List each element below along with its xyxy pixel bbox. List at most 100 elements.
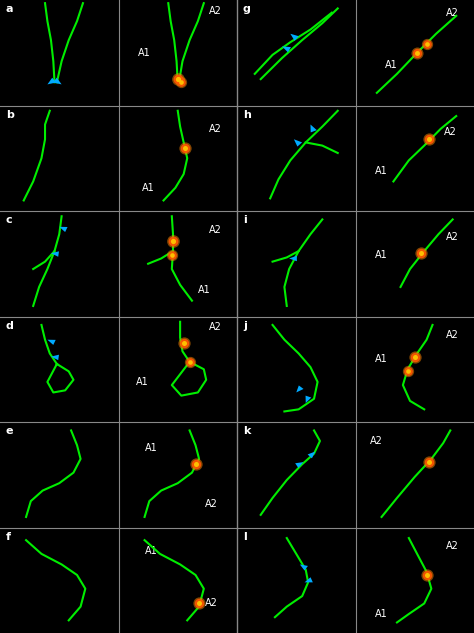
Polygon shape — [308, 451, 315, 458]
Point — [186, 357, 193, 367]
Polygon shape — [51, 354, 59, 360]
Point — [168, 250, 175, 260]
Polygon shape — [53, 78, 62, 84]
Text: A1: A1 — [142, 183, 155, 193]
Polygon shape — [59, 227, 67, 232]
Text: A1: A1 — [385, 60, 397, 70]
Text: h: h — [243, 110, 251, 120]
Text: j: j — [243, 321, 247, 330]
Text: A1: A1 — [138, 47, 151, 58]
Text: A2: A2 — [446, 330, 459, 341]
Text: A2: A2 — [446, 8, 459, 18]
Point — [411, 351, 419, 361]
Point — [186, 357, 193, 367]
Point — [195, 598, 203, 608]
Text: A2: A2 — [446, 232, 459, 242]
Text: A2: A2 — [370, 436, 383, 446]
Polygon shape — [306, 396, 311, 403]
Point — [168, 250, 175, 260]
Text: A2: A2 — [209, 123, 222, 134]
Point — [423, 39, 430, 49]
Text: e: e — [6, 426, 13, 436]
Text: A1: A1 — [375, 354, 388, 364]
Point — [425, 134, 433, 144]
Polygon shape — [295, 462, 303, 468]
Point — [423, 39, 430, 49]
Text: A1: A1 — [146, 546, 158, 556]
Point — [411, 351, 419, 361]
Text: A1: A1 — [198, 285, 210, 295]
Point — [181, 142, 189, 153]
Point — [180, 338, 188, 348]
Text: c: c — [6, 215, 12, 225]
Point — [423, 570, 430, 580]
Text: A2: A2 — [209, 225, 222, 235]
Text: A2: A2 — [444, 127, 457, 137]
Point — [425, 134, 433, 144]
Point — [195, 598, 203, 608]
Point — [177, 77, 185, 87]
Point — [423, 570, 430, 580]
Point — [404, 367, 411, 377]
Polygon shape — [47, 78, 56, 84]
Point — [180, 338, 188, 348]
Text: A1: A1 — [146, 443, 158, 453]
Point — [169, 235, 177, 246]
Point — [195, 598, 203, 608]
Point — [423, 570, 430, 580]
Point — [174, 74, 182, 84]
Point — [180, 338, 188, 348]
Text: b: b — [6, 110, 14, 120]
Polygon shape — [296, 385, 303, 392]
Point — [174, 74, 182, 84]
Point — [169, 235, 177, 246]
Polygon shape — [290, 34, 299, 41]
Point — [425, 457, 433, 467]
Point — [404, 367, 411, 377]
Point — [191, 459, 199, 469]
Point — [181, 142, 189, 153]
Point — [181, 142, 189, 153]
Point — [404, 367, 411, 377]
Text: A2: A2 — [204, 499, 218, 510]
Text: A1: A1 — [375, 250, 388, 260]
Text: A1: A1 — [375, 609, 388, 619]
Text: g: g — [243, 4, 251, 14]
Point — [177, 77, 185, 87]
Point — [191, 459, 199, 469]
Polygon shape — [289, 256, 297, 261]
Polygon shape — [282, 46, 291, 53]
Point — [423, 39, 430, 49]
Point — [413, 47, 421, 58]
Polygon shape — [294, 139, 302, 147]
Point — [191, 459, 199, 469]
Point — [425, 134, 433, 144]
Point — [413, 47, 421, 58]
Text: i: i — [243, 215, 246, 225]
Text: d: d — [6, 321, 14, 330]
Polygon shape — [304, 577, 313, 582]
Point — [169, 235, 177, 246]
Point — [417, 248, 425, 258]
Point — [425, 457, 433, 467]
Text: A1: A1 — [136, 377, 148, 387]
Text: A2: A2 — [209, 322, 222, 332]
Point — [186, 357, 193, 367]
Point — [417, 248, 425, 258]
Point — [417, 248, 425, 258]
Point — [177, 77, 185, 87]
Text: a: a — [6, 4, 13, 14]
Text: f: f — [6, 532, 11, 542]
Text: A1: A1 — [375, 166, 388, 176]
Point — [411, 351, 419, 361]
Text: A2: A2 — [204, 598, 218, 608]
Text: l: l — [243, 532, 246, 542]
Text: A2: A2 — [209, 6, 222, 16]
Text: k: k — [243, 426, 250, 436]
Polygon shape — [310, 125, 317, 132]
Point — [174, 74, 182, 84]
Polygon shape — [300, 565, 308, 570]
Polygon shape — [51, 251, 59, 257]
Text: A2: A2 — [446, 541, 459, 551]
Point — [413, 47, 421, 58]
